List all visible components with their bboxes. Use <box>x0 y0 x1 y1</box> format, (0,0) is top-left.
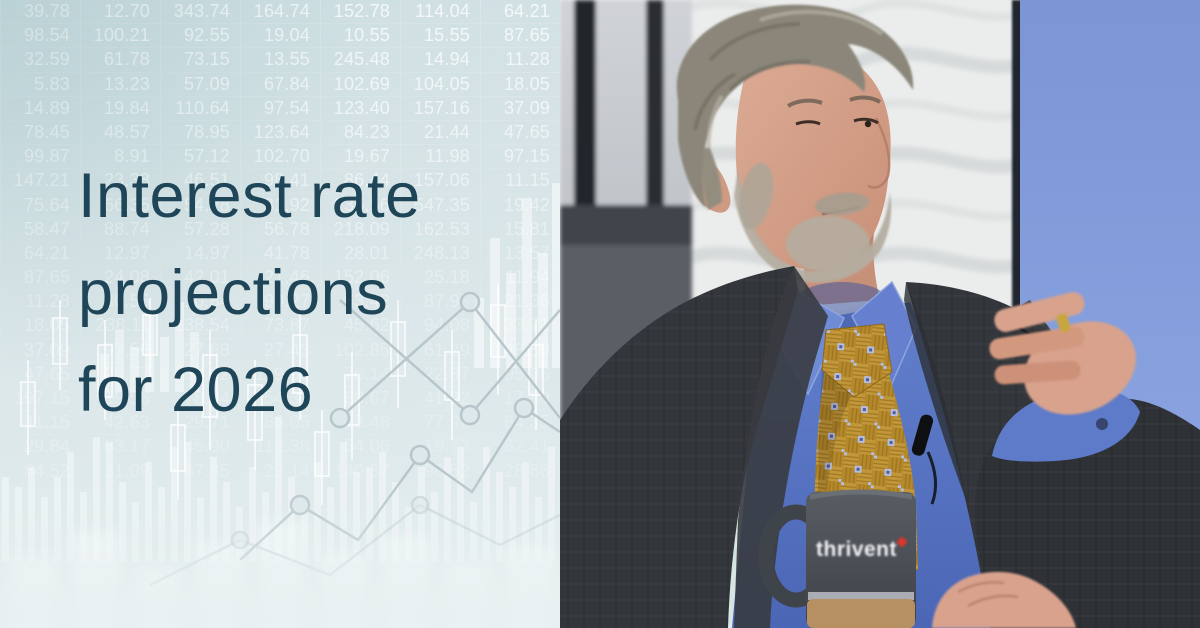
right-hand <box>932 571 1076 628</box>
bar-cluster-decoration <box>474 183 560 368</box>
left-panel: 39.7812.70343.74164.74152.78114.0464.219… <box>0 0 560 628</box>
headline-line: for 2026 <box>78 355 314 425</box>
headline-line: projections <box>78 258 389 328</box>
raised-hand <box>989 292 1136 415</box>
presenter-beard <box>734 162 892 283</box>
photo-panel: thrivent <box>560 0 1200 628</box>
presenter-illustration: thrivent <box>560 0 1200 628</box>
mug-brand-text: thrivent <box>816 538 897 561</box>
presenter-hair <box>676 4 914 210</box>
headline: Interest rate projections for 2026 <box>78 148 421 439</box>
thrivent-logo-mark-icon <box>896 536 908 548</box>
bottom-fade-overlay <box>0 478 560 628</box>
mug-base <box>807 599 915 628</box>
presenter-face <box>735 47 891 270</box>
tie-knot <box>821 323 893 398</box>
lavalier-microphone <box>911 414 937 505</box>
coffee-mug: thrivent <box>758 489 916 628</box>
headline-line: Interest rate <box>78 161 421 231</box>
mug-logo: thrivent <box>816 536 908 561</box>
wedding-ring <box>1056 313 1071 333</box>
shirt-cuff <box>992 388 1140 462</box>
